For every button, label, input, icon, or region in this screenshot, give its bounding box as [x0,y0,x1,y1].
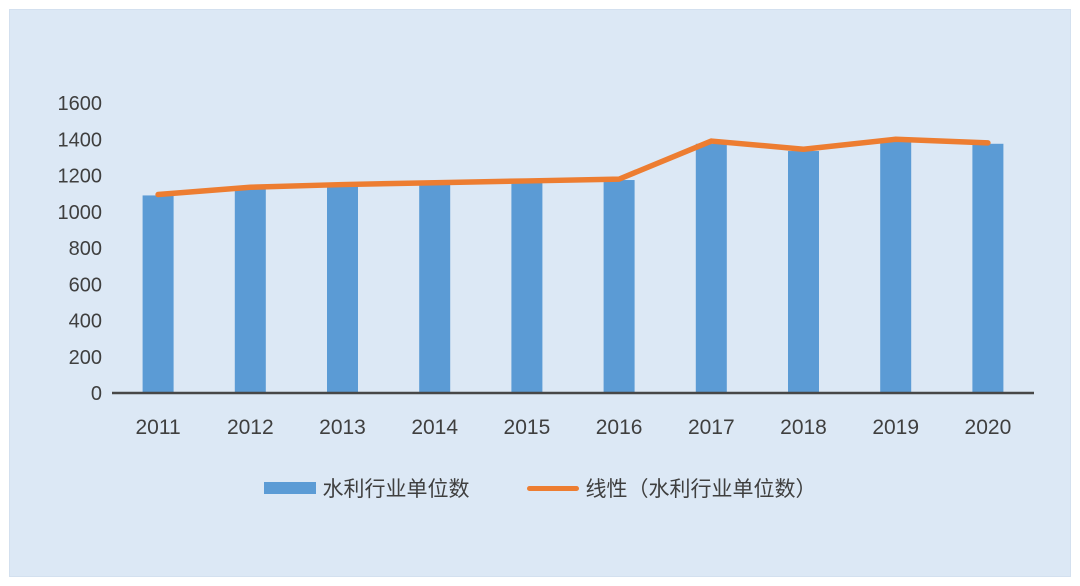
legend-item-line-series: 线性（水利行业单位数） [526,473,817,503]
y-axis-tick-label: 1600 [58,93,103,115]
bar-2011 [142,195,174,393]
legend-bar-label: 水利行业单位数 [322,478,470,501]
bar-2020 [972,143,1004,393]
x-axis-tick-label: 2015 [504,416,551,439]
bar-line-chart: 0 200 400 600 800 1000 1200 1400 1600 2011 2012 201… [58,93,1034,439]
bar-2014 [419,184,451,393]
bar-2012 [234,188,266,393]
y-axis-tick-label: 800 [69,238,102,260]
x-axis-tick-label: 2012 [227,416,274,439]
y-axis-tick-label: 400 [69,311,102,333]
bar-2017 [695,143,727,393]
x-axis-tick-label: 2016 [596,416,643,439]
legend-item-bar-series: 水利行业单位数 [263,473,470,503]
bar-2016 [603,180,635,393]
y-axis-tick-label: 1200 [58,166,103,188]
trend-line [155,136,991,198]
legend-bar-swatch-icon [263,482,316,494]
y-axis-tick-label: 1400 [58,129,103,151]
x-axis-tick-label: 2019 [872,416,919,439]
x-axis-tick-label: 2017 [688,416,735,439]
y-axis-tick-label: 600 [69,274,102,296]
bar-2018 [788,151,819,393]
y-axis-tick-label: 0 [91,383,102,405]
chart-legend: 水利行业单位数 线性（水利行业单位数） [10,473,1070,503]
chart-panel: 0 200 400 600 800 1000 1200 1400 1600 2011 2012 201… [9,9,1071,577]
bar-2019 [880,141,912,393]
bar-2013 [327,186,358,393]
y-axis-tick-label: 200 [69,347,102,369]
legend-line-label: 线性（水利行业单位数） [585,478,817,501]
legend-line-swatch-icon [526,485,579,491]
x-axis-tick-label: 2013 [319,416,366,439]
y-axis-tick-label: 1000 [58,202,103,224]
x-axis-tick-label: 2014 [411,416,458,439]
x-axis-tick-label: 2020 [965,416,1012,439]
x-axis-tick-label: 2018 [780,416,827,439]
x-axis-tick-label: 2011 [136,416,181,439]
bar-2015 [511,182,543,393]
